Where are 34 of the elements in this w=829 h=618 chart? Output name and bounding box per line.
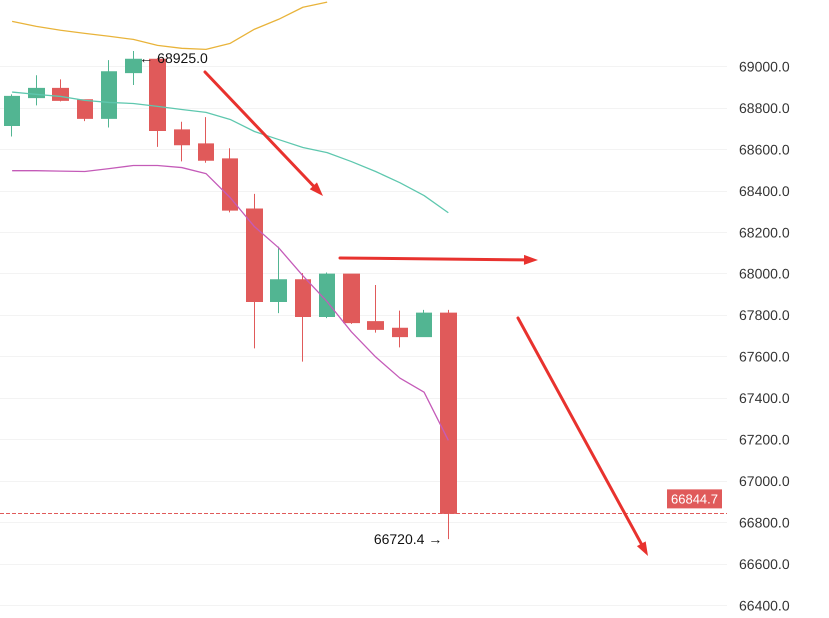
candlestick	[416, 309, 432, 338]
y-tick-label: 66600.0	[739, 556, 790, 572]
y-tick-label: 67800.0	[739, 307, 790, 324]
y-tick-label: 68000.0	[739, 266, 790, 282]
y-tick-label: 68400.0	[739, 182, 790, 199]
line-series	[11, 164, 449, 441]
candlestick	[392, 310, 408, 348]
candlestick	[222, 148, 238, 213]
y-tick-label: 69000.0	[739, 58, 790, 74]
candlestick	[367, 284, 384, 334]
candlestick	[198, 116, 214, 164]
candlestick	[246, 193, 263, 349]
y-tick-label: 67600.0	[739, 348, 790, 365]
candlestick	[101, 60, 117, 128]
y-tick-label: 68600.0	[739, 141, 790, 158]
ref-line-label: 66844.7	[671, 491, 718, 506]
y-tick-label: 67200.0	[739, 432, 790, 448]
candlestick	[343, 274, 360, 324]
y-tick-label: 66800.0	[739, 514, 790, 531]
y-tick-label: 67400.0	[739, 390, 790, 406]
candlestick	[270, 246, 287, 314]
candlestick	[77, 99, 93, 122]
y-tick-label: 68800.0	[739, 100, 790, 116]
y-tick-label: 66400.0	[739, 598, 790, 614]
candlestick	[4, 94, 20, 137]
line-series	[11, 91, 449, 214]
candlestick	[125, 50, 142, 86]
candlestick	[295, 272, 311, 362]
y-tick-label: 67000.0	[739, 473, 790, 490]
candlestick	[319, 272, 335, 319]
annotation: 66720.4 →	[374, 531, 442, 548]
y-tick-label: 68200.0	[739, 224, 790, 240]
line-series	[11, 1, 328, 50]
candlestick	[174, 121, 190, 162]
